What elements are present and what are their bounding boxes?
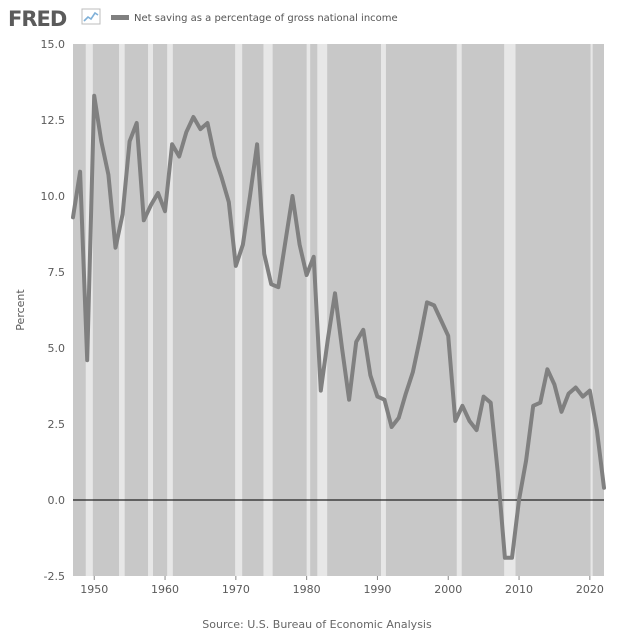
y-tick-label: 15.0 [41,38,66,51]
x-tick-label: 1970 [222,583,250,596]
recession-band-11 [590,44,593,576]
y-tick-label: 5.0 [48,342,66,355]
recession-band-2 [148,44,154,576]
recession-band-1 [119,44,125,576]
recession-band-7 [317,44,328,576]
y-tick-label: 10.0 [41,190,66,203]
y-axis-title: Percent [14,289,27,331]
x-tick-label: 1950 [80,583,108,596]
fred-logo-text: FRED [8,7,67,31]
legend-label: Net saving as a percentage of gross nati… [134,13,398,24]
y-tick-label: 12.5 [41,114,66,127]
x-axis: 1950 1960 1970 1980 1990 2000 2010 2020 [80,576,604,596]
y-tick-label: 7.5 [48,266,66,279]
y-tick-label: 2.5 [48,418,66,431]
x-tick-label: 1960 [151,583,179,596]
x-tick-label: 1980 [293,583,321,596]
source-note: Source: U.S. Bureau of Economic Analysis [202,618,432,631]
fred-logo[interactable]: FRED [8,7,101,31]
series-line-0 [71,93,606,560]
x-tick-label: 1990 [363,583,391,596]
recession-band-4 [235,44,243,576]
recession-band-8 [380,44,386,576]
legend: Net saving as a percentage of gross nati… [111,13,398,24]
series-layer [71,93,606,560]
x-tick-label: 2000 [434,583,462,596]
recession-band-9 [456,44,462,576]
x-tick-label: 2020 [576,583,604,596]
y-tick-label: 0.0 [48,494,66,507]
fred-chart-icon [81,8,101,25]
recession-band-3 [167,44,173,576]
recession-band-5 [263,44,273,576]
y-axis: -2.5 0.0 2.5 5.0 7.5 10.0 12.5 15.0 [41,38,66,583]
recession-band-10 [504,44,516,576]
recession-band-6 [306,44,311,576]
y-tick-label: -2.5 [44,570,65,583]
legend-swatch [111,15,129,20]
x-tick-label: 2010 [505,583,533,596]
